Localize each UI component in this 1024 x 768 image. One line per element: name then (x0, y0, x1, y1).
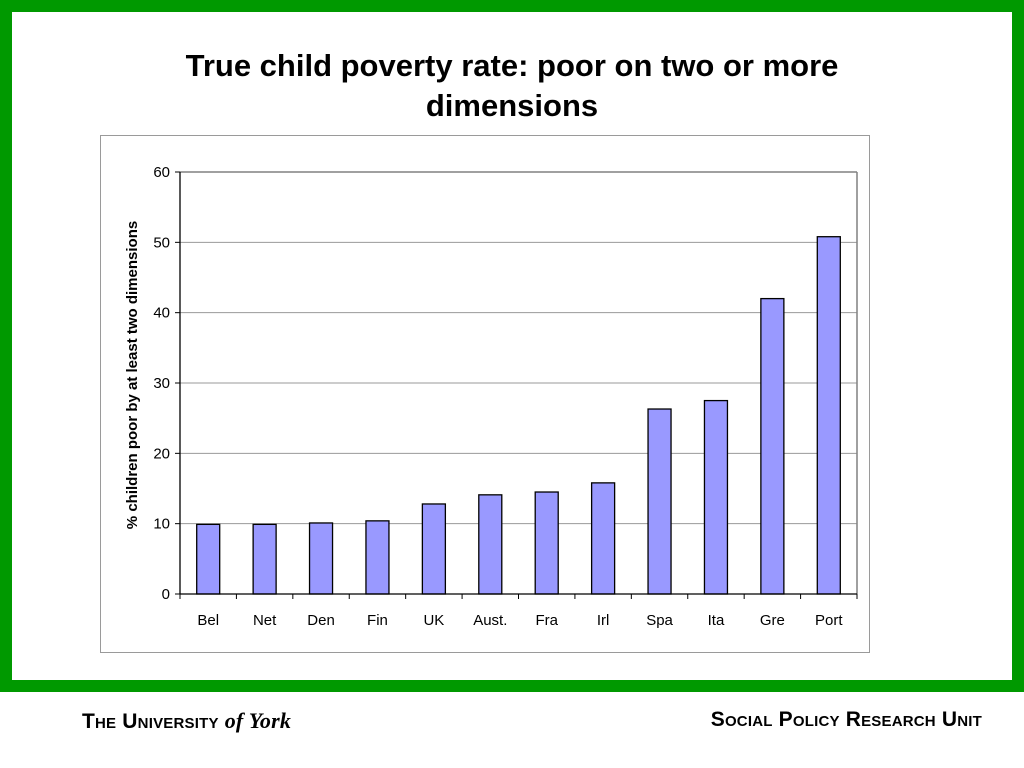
bar (421, 503, 447, 595)
x-tick-label: Bel (197, 612, 219, 629)
bar (816, 236, 841, 595)
slide-title: True child poverty rate: poor on two or … (185, 48, 839, 123)
bar (196, 523, 221, 595)
research-unit-footer: Social Policy Research Unit (710, 708, 982, 731)
bar (308, 522, 334, 595)
y-tick-label: 30 (153, 375, 170, 392)
bar-chart: 0 10 20 30 40 50 60 Bel Net Den Fin UK Aust. Fra Irl Sp… (124, 164, 858, 629)
university-location: of York (224, 708, 292, 733)
university-footer: The University of York (82, 708, 291, 734)
bar (647, 408, 672, 595)
y-tick-label: 20 (153, 445, 170, 462)
x-tick-label: Gre (760, 612, 785, 629)
x-tick-label: UK (423, 612, 444, 629)
x-tick-label: Aust. (473, 612, 507, 629)
bar (760, 297, 785, 595)
bar (534, 491, 559, 595)
x-tick-label: Irl (597, 612, 610, 629)
y-tick-label: 10 (153, 516, 170, 533)
x-tick-label: Fin (367, 612, 388, 629)
university-name: The University (82, 710, 219, 733)
x-tick-label: Net (253, 612, 277, 629)
chart-area: 0 10 20 30 40 50 60 Bel Net Den Fin UK Aust. Fra Irl Sp… (100, 135, 870, 653)
x-tick-label: Fra (535, 612, 558, 629)
bar (590, 482, 616, 595)
bar (252, 523, 277, 595)
y-tick-label: 60 (153, 164, 170, 181)
x-tick-label: Ita (708, 612, 725, 629)
y-tick-label: 0 (162, 586, 170, 603)
y-axis-title: % children poor by at least two dimensio… (124, 221, 141, 529)
bar (365, 520, 390, 595)
y-tick-label: 50 (153, 234, 170, 251)
y-tick-label: 40 (153, 305, 170, 322)
x-tick-label: Den (307, 612, 335, 629)
x-tick-label: Spa (646, 612, 673, 629)
bar (703, 399, 729, 595)
bar (478, 494, 503, 595)
x-tick-label: Port (815, 612, 843, 629)
